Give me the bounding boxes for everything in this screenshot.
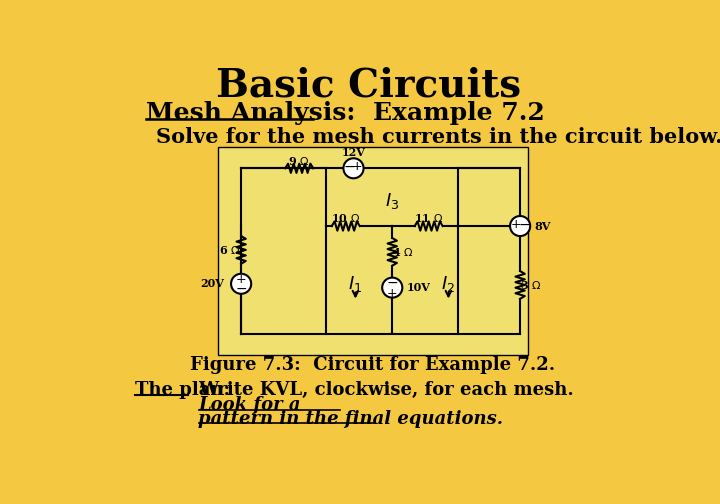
Text: −: −: [235, 282, 247, 296]
Text: +: +: [352, 160, 363, 173]
Text: +: +: [510, 218, 521, 231]
Text: 8V: 8V: [534, 221, 551, 231]
Circle shape: [231, 274, 251, 294]
Text: −: −: [344, 160, 356, 174]
Text: 12V: 12V: [341, 147, 366, 158]
Text: $I_1$: $I_1$: [348, 274, 363, 294]
Circle shape: [343, 158, 364, 178]
Text: $I_3$: $I_3$: [385, 191, 400, 211]
Text: 9 $\Omega$: 9 $\Omega$: [289, 155, 310, 167]
Text: −: −: [387, 276, 398, 290]
Text: 11 $\Omega$: 11 $\Omega$: [414, 212, 444, 224]
Text: 20V: 20V: [200, 278, 224, 289]
Text: The plan:: The plan:: [135, 381, 230, 399]
Bar: [218, 147, 528, 355]
Text: +: +: [236, 273, 246, 286]
Text: +: +: [387, 286, 397, 299]
Text: pattern in the final equations.: pattern in the final equations.: [199, 410, 503, 427]
Text: Write KVL, clockwise, for each mesh.: Write KVL, clockwise, for each mesh.: [199, 381, 587, 399]
Text: 3 $\Omega$: 3 $\Omega$: [520, 279, 541, 291]
Text: $I_2$: $I_2$: [441, 274, 456, 294]
Text: 6 $\Omega$: 6 $\Omega$: [220, 244, 241, 256]
Text: 10 $\Omega$: 10 $\Omega$: [331, 212, 361, 224]
Text: −: −: [519, 218, 531, 231]
Circle shape: [510, 216, 530, 236]
Circle shape: [382, 278, 402, 298]
Text: Figure 7.3:  Circuit for Example 7.2.: Figure 7.3: Circuit for Example 7.2.: [190, 356, 555, 374]
Text: Solve for the mesh currents in the circuit below.: Solve for the mesh currents in the circu…: [156, 128, 720, 148]
Text: 10V: 10V: [406, 282, 430, 293]
Text: 4 $\Omega$: 4 $\Omega$: [392, 246, 414, 258]
Text: Mesh Analysis:  Example 7.2: Mesh Analysis: Example 7.2: [145, 101, 544, 125]
Text: Look for a: Look for a: [199, 397, 301, 414]
Text: Basic Circuits: Basic Circuits: [217, 66, 521, 104]
